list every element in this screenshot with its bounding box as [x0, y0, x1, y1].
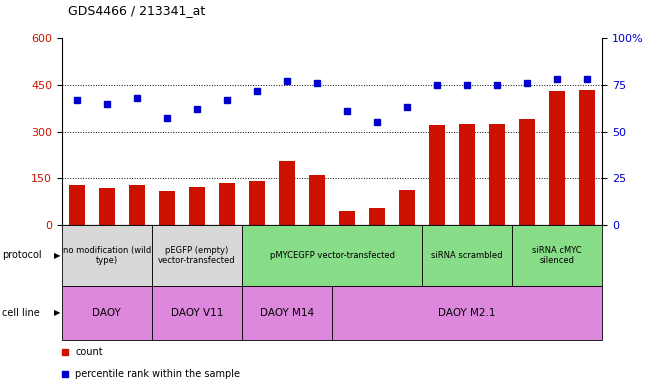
Text: count: count: [76, 347, 103, 357]
Text: DAOY M14: DAOY M14: [260, 308, 314, 318]
Bar: [242, 225, 422, 286]
Bar: [152, 225, 242, 286]
Bar: [219, 183, 235, 225]
Text: protocol: protocol: [2, 250, 42, 260]
Text: GDS4466 / 213341_at: GDS4466 / 213341_at: [68, 4, 206, 17]
Text: cell line: cell line: [2, 308, 40, 318]
Bar: [459, 124, 475, 225]
Text: ▶: ▶: [54, 251, 61, 260]
Bar: [62, 225, 152, 286]
Text: pMYCEGFP vector-transfected: pMYCEGFP vector-transfected: [270, 251, 395, 260]
Bar: [579, 89, 596, 225]
Text: ▶: ▶: [54, 308, 61, 318]
Bar: [339, 211, 355, 225]
Bar: [249, 181, 265, 225]
Bar: [422, 225, 512, 286]
Bar: [489, 124, 505, 225]
Text: DAOY: DAOY: [92, 308, 121, 318]
Bar: [399, 190, 415, 225]
Bar: [129, 185, 145, 225]
Bar: [279, 161, 296, 225]
Bar: [309, 175, 326, 225]
Text: DAOY M2.1: DAOY M2.1: [438, 308, 496, 318]
Bar: [512, 225, 602, 286]
Bar: [68, 185, 85, 225]
Bar: [242, 286, 332, 340]
Bar: [62, 286, 152, 340]
Bar: [368, 208, 385, 225]
Bar: [159, 191, 175, 225]
Text: siRNA scrambled: siRNA scrambled: [432, 251, 503, 260]
Bar: [98, 188, 115, 225]
Text: percentile rank within the sample: percentile rank within the sample: [76, 369, 240, 379]
Bar: [189, 187, 205, 225]
Text: no modification (wild
type): no modification (wild type): [62, 246, 151, 265]
Bar: [152, 286, 242, 340]
Text: DAOY V11: DAOY V11: [171, 308, 223, 318]
Bar: [332, 286, 602, 340]
Bar: [519, 119, 535, 225]
Text: siRNA cMYC
silenced: siRNA cMYC silenced: [533, 246, 582, 265]
Bar: [429, 125, 445, 225]
Bar: [549, 91, 566, 225]
Text: pEGFP (empty)
vector-transfected: pEGFP (empty) vector-transfected: [158, 246, 236, 265]
